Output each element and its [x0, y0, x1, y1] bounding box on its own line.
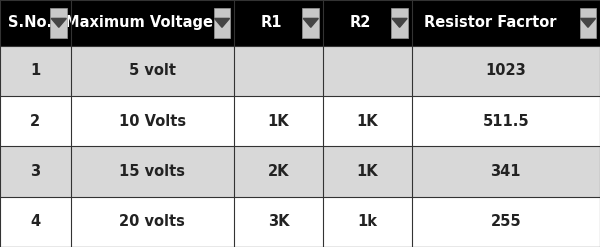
- Bar: [391, 8, 408, 38]
- Bar: [0, 46, 71, 96]
- Bar: [0, 0, 71, 46]
- Text: Maximum Voltage: Maximum Voltage: [65, 15, 214, 30]
- Bar: [71, 146, 234, 197]
- Text: 5 volt: 5 volt: [129, 63, 176, 78]
- Bar: [0, 197, 71, 247]
- Text: 341: 341: [491, 164, 521, 179]
- Bar: [71, 197, 234, 247]
- Bar: [580, 8, 596, 38]
- Text: 1K: 1K: [356, 164, 378, 179]
- Polygon shape: [580, 18, 596, 27]
- Bar: [50, 8, 67, 38]
- Bar: [0, 96, 71, 146]
- Text: 1K: 1K: [268, 114, 289, 129]
- Bar: [323, 146, 412, 197]
- Text: 1: 1: [30, 63, 41, 78]
- Bar: [214, 8, 230, 38]
- Bar: [412, 0, 600, 46]
- Bar: [323, 96, 412, 146]
- Text: 255: 255: [490, 214, 521, 229]
- Text: 10 Volts: 10 Volts: [119, 114, 186, 129]
- Bar: [71, 96, 234, 146]
- Text: 2K: 2K: [268, 164, 289, 179]
- Text: S.No.: S.No.: [8, 15, 52, 30]
- Text: 1K: 1K: [356, 114, 378, 129]
- Bar: [412, 46, 600, 96]
- Text: 3K: 3K: [268, 214, 289, 229]
- Text: 4: 4: [31, 214, 40, 229]
- Bar: [71, 0, 234, 46]
- Text: R2: R2: [349, 15, 371, 30]
- Bar: [0, 146, 71, 197]
- Text: R1: R1: [260, 15, 282, 30]
- Bar: [302, 8, 319, 38]
- Bar: [234, 197, 323, 247]
- Bar: [412, 96, 600, 146]
- Polygon shape: [303, 18, 319, 27]
- Text: 15 volts: 15 volts: [119, 164, 185, 179]
- Polygon shape: [51, 18, 67, 27]
- Text: 3: 3: [31, 164, 40, 179]
- Text: 511.5: 511.5: [482, 114, 529, 129]
- Text: 1023: 1023: [485, 63, 526, 78]
- Polygon shape: [392, 18, 407, 27]
- Bar: [234, 96, 323, 146]
- Bar: [234, 46, 323, 96]
- Bar: [323, 0, 412, 46]
- Bar: [234, 146, 323, 197]
- Text: 2: 2: [31, 114, 40, 129]
- Text: 1k: 1k: [357, 214, 377, 229]
- Bar: [71, 46, 234, 96]
- Bar: [234, 0, 323, 46]
- Text: Resistor Facrtor: Resistor Facrtor: [424, 15, 557, 30]
- Bar: [412, 146, 600, 197]
- Bar: [323, 46, 412, 96]
- Bar: [412, 197, 600, 247]
- Text: 20 volts: 20 volts: [119, 214, 185, 229]
- Bar: [323, 197, 412, 247]
- Polygon shape: [214, 18, 230, 27]
